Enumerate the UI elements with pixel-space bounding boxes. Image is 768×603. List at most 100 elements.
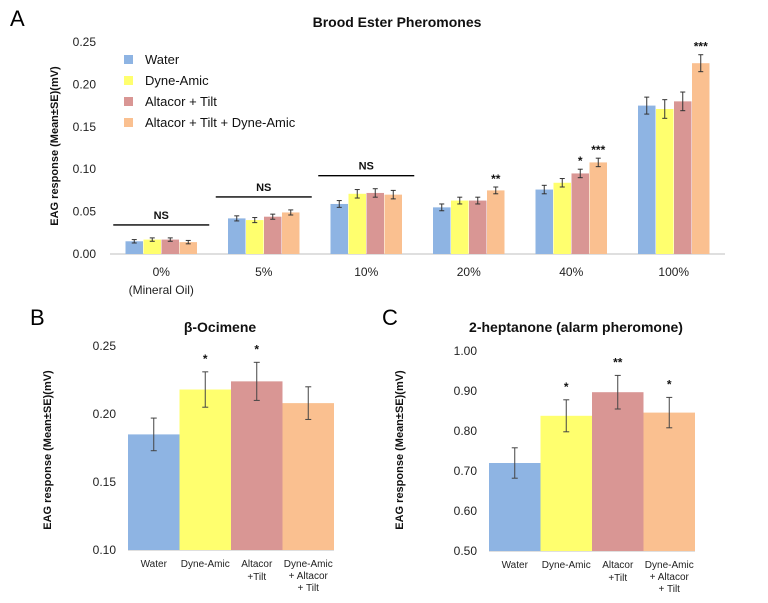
panel-b-bar-dyne — [179, 389, 231, 550]
panel-a-legend: Water Dyne-Amic Altacor + Tilt Altacor + Ti… — [124, 52, 296, 130]
panel-a-bar-water — [638, 105, 656, 254]
panel-b-y-tick-label: 0.15 — [93, 475, 117, 489]
panel-a-bar-water — [228, 218, 246, 254]
panel-a-letter: A — [10, 6, 25, 31]
panel-a-bar-water — [125, 241, 143, 254]
panel-a-legend-swatch-combo — [124, 118, 133, 127]
panel-a-bar-water — [433, 207, 451, 254]
panel-a-bar-dyne — [348, 193, 366, 254]
panel-a-significance-star: *** — [694, 40, 708, 54]
panel-b-x-tick-label: + Tilt — [298, 583, 320, 594]
panel-a-legend-swatch-dyne — [124, 76, 133, 85]
panel-a-bar-combo — [179, 242, 197, 254]
panel-b-ylabel: EAG response (Mean±SE)(mV) — [42, 370, 54, 530]
panel-a-x-labels: 0% (Mineral Oil) 5% 10% 20% 40% 100% — [129, 265, 690, 297]
panel-a-x-tick-label: 0% — [153, 265, 171, 279]
panel-a-bar-altacor — [674, 101, 692, 254]
panel-a-bar-dyne — [451, 200, 469, 254]
panel-c-y-tick-label: 0.60 — [454, 504, 478, 518]
panel-a-bar-combo — [384, 194, 402, 254]
panel-a-legend-label: Water — [145, 52, 180, 67]
panel-a-x-tick-label: 40% — [559, 265, 583, 279]
panel-b-x-tick-label: Water — [141, 559, 168, 570]
panel-a-ylabel: EAG response (Mean±SE)(mV) — [49, 66, 61, 226]
panel-b-chart: B β-Ocimene 0.10 0.15 0.20 0.25 EAG respons… — [30, 305, 334, 594]
panel-b-significance-star: * — [254, 342, 259, 356]
panel-a-title: Brood Ester Pheromones — [313, 14, 482, 30]
panel-a-x-tick-label: 10% — [354, 265, 378, 279]
panel-c-title: 2-heptanone (alarm pheromone) — [469, 319, 683, 335]
panel-c-significance-star: * — [564, 380, 569, 394]
panel-a-y-tick-label: 0.20 — [73, 77, 97, 91]
panel-a-x-tick-sublabel: (Mineral Oil) — [129, 283, 194, 297]
panel-a-y-tick-label: 0.15 — [73, 120, 97, 134]
panel-a-bar-altacor — [161, 239, 179, 254]
panel-a-bar-dyne — [246, 220, 264, 254]
panel-b-y-tick-label: 0.20 — [93, 407, 117, 421]
panel-a-bar-altacor — [366, 192, 384, 254]
panel-c-significance-star: * — [667, 377, 672, 391]
panel-a-bar-water — [535, 189, 553, 254]
panel-b-x-tick-label: + Altacor — [289, 571, 329, 582]
panel-c-y-tick-label: 1.00 — [454, 344, 478, 358]
panel-a-bar-altacor — [264, 216, 282, 254]
panel-b-x-tick-label: Altacor — [241, 559, 273, 570]
panel-a-y-tick-label: 0.05 — [73, 205, 97, 219]
panel-b-letter: B — [30, 305, 45, 330]
panel-c-x-tick-label: Altacor — [602, 560, 634, 571]
panel-a-bar-combo — [487, 190, 505, 254]
panel-c-x-tick-label: Water — [502, 560, 529, 571]
panel-a-ns-label: NS — [359, 161, 374, 173]
panel-a-legend-swatch-altacor — [124, 97, 133, 106]
panel-a-chart: A Brood Ester Pheromones 0.00 0.05 0.10 0.1… — [10, 6, 725, 297]
panel-c-x-tick-label: + Altacor — [650, 572, 690, 583]
panel-c-bars — [489, 374, 695, 551]
panel-c-bar-combo — [643, 412, 695, 551]
panel-a-x-tick-label: 20% — [457, 265, 481, 279]
panel-c-bar-altacor — [592, 392, 644, 551]
panel-b-bar-combo — [282, 403, 334, 550]
panel-b-bar-altacor — [231, 381, 283, 550]
panel-a-ns-label: NS — [256, 182, 271, 194]
panel-a-bar-water — [330, 203, 348, 254]
panel-c-x-tick-label: + Tilt — [659, 584, 681, 595]
panel-c-chart: C 2-heptanone (alarm pheromone) 0.50 0.60… — [382, 305, 695, 595]
panel-c-y-tick-label: 0.70 — [454, 464, 478, 478]
panel-a-bar-altacor — [469, 200, 487, 254]
panel-a-bar-dyne — [656, 108, 674, 254]
panel-a-bar-combo — [692, 63, 710, 255]
panel-a-y-tick-label: 0.25 — [73, 35, 97, 49]
panel-b-bars — [128, 361, 334, 550]
panel-c-significance-star: ** — [613, 355, 623, 369]
panel-a-legend-label: Altacor + Tilt + Dyne-Amic — [145, 115, 296, 130]
panel-a-bar-dyne — [143, 239, 161, 254]
panel-a-bar-combo — [589, 162, 607, 254]
panel-a-x-tick-label: 100% — [658, 265, 689, 279]
panel-a-bar-dyne — [553, 182, 571, 254]
panel-c-y-tick-label: 0.90 — [454, 384, 478, 398]
panel-c-significance: **** — [564, 355, 672, 393]
panel-a-significance-star: * — [578, 154, 583, 168]
panel-b-x-tick-label: Dyne-Amic — [181, 559, 230, 570]
panel-b-x-tick-label: +Tilt — [247, 572, 266, 583]
panel-a-significance-star: ** — [491, 172, 501, 186]
panel-a-x-tick-label: 5% — [255, 265, 273, 279]
panel-c-ylabel: EAG response (Mean±SE)(mV) — [394, 370, 406, 530]
panel-b-y-tick-label: 0.25 — [93, 339, 117, 353]
panel-c-x-tick-label: Dyne-Amic — [542, 560, 591, 571]
panel-a-y-tick-label: 0.00 — [73, 247, 97, 261]
panel-b-significance: ** — [203, 342, 260, 366]
panel-b-y-tick-label: 0.10 — [93, 543, 117, 557]
panel-a-significance-star: *** — [591, 143, 605, 157]
panel-a-legend-label: Dyne-Amic — [145, 73, 209, 88]
panel-a-bar-altacor — [571, 173, 589, 254]
panel-a-legend-swatch-water — [124, 55, 133, 64]
panel-a-y-tick-label: 0.10 — [73, 162, 97, 176]
panel-b-x-tick-label: Dyne-Amic — [284, 559, 333, 570]
panel-c-bar-dyne — [540, 415, 592, 551]
panel-c-x-tick-label: +Tilt — [608, 573, 627, 584]
panel-a-bar-combo — [282, 212, 300, 254]
